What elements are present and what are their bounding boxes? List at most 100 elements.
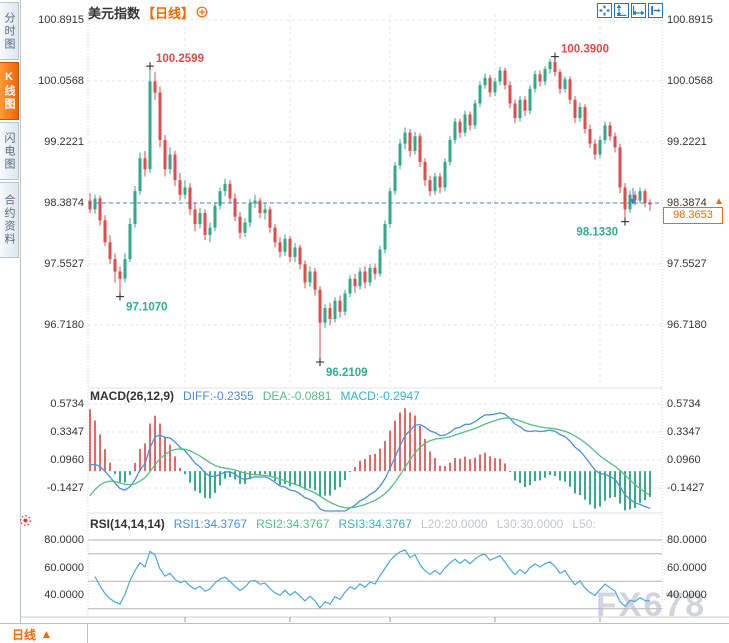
candle xyxy=(463,114,467,133)
candle xyxy=(483,77,487,86)
price-annotation: 100.2599 xyxy=(156,53,204,65)
y-axis-label: 40.0000 xyxy=(44,589,84,601)
candle xyxy=(113,259,117,272)
candle xyxy=(388,191,392,225)
extreme-marker-icon xyxy=(621,217,629,226)
period-selector-label: 日线 xyxy=(12,627,37,642)
rsi2-value: RSI2:34.3767 xyxy=(256,517,330,531)
y-axis-label: 60.0000 xyxy=(667,562,707,574)
y-axis-label: 97.5527 xyxy=(44,258,84,270)
price-down-arrow-icon xyxy=(630,199,636,205)
candle xyxy=(383,224,387,250)
indicator-settings-icon[interactable] xyxy=(19,514,32,532)
scale-x-axis-icon[interactable] xyxy=(631,3,646,18)
candle xyxy=(263,209,267,214)
candle xyxy=(363,271,367,283)
sidebar-tab-1[interactable]: K线图 xyxy=(0,62,19,120)
y-axis-label: 80.0000 xyxy=(667,534,707,546)
candle xyxy=(108,242,112,260)
candle xyxy=(513,103,517,119)
sidebar-tab-2[interactable]: 闪电图 xyxy=(0,122,19,180)
rsi1-value: RSI1:34.3767 xyxy=(173,517,248,531)
candle xyxy=(523,99,527,111)
candle xyxy=(178,180,182,195)
prev-close-line xyxy=(88,188,662,205)
scale-y-axis-icon[interactable] xyxy=(614,3,629,18)
candle xyxy=(408,132,412,151)
candle xyxy=(438,176,442,188)
candle xyxy=(288,238,292,257)
page-title: 美元指数 xyxy=(88,5,141,21)
candle xyxy=(278,242,282,252)
candle xyxy=(648,202,652,205)
price-annotation: 96.2109 xyxy=(326,367,368,379)
candle xyxy=(603,125,607,140)
candle xyxy=(193,209,197,225)
candle xyxy=(348,278,352,294)
candle xyxy=(403,132,407,144)
candle xyxy=(528,88,532,111)
candle xyxy=(568,79,572,100)
candle xyxy=(298,247,302,265)
period-selector-arrow: ▲ xyxy=(40,627,53,641)
candle xyxy=(148,81,152,170)
candle xyxy=(413,136,417,151)
move-icon[interactable] xyxy=(597,3,612,18)
candle xyxy=(453,121,457,140)
y-axis-label: 100.8915 xyxy=(38,14,84,26)
candle xyxy=(618,147,622,188)
candle xyxy=(248,203,252,223)
candle xyxy=(273,227,277,243)
candle xyxy=(258,200,262,214)
candle xyxy=(443,161,447,188)
candle xyxy=(118,271,122,279)
add-indicator-icon[interactable] xyxy=(196,6,208,18)
y-axis-label: 96.7180 xyxy=(667,319,707,331)
title-bar: 美元指数 【日线】 xyxy=(88,4,208,21)
sidebar-tab-0[interactable]: 分时图 xyxy=(0,2,19,60)
candle xyxy=(548,61,552,70)
gridlines xyxy=(88,14,662,489)
y-axis-label: -0.1427 xyxy=(667,482,705,494)
candle xyxy=(613,136,617,148)
candle xyxy=(293,247,297,257)
candle xyxy=(353,278,357,287)
y-axis-label: 0.5734 xyxy=(667,398,701,410)
candle xyxy=(98,198,102,221)
macd-header: MACD(26,12,9) DIFF:-0.2355 DEA:-0.0881 M… xyxy=(90,389,420,403)
chart-toolbar xyxy=(597,3,663,18)
candle xyxy=(478,85,482,104)
price-annotations: 100.2599 100.3900 97.1070 96.2109 98.1330 xyxy=(116,44,629,379)
candle xyxy=(158,92,162,140)
candle xyxy=(208,227,212,235)
sidebar: 分时图 K线图闪电图合约资料 xyxy=(0,0,21,643)
candle xyxy=(343,293,347,312)
candle xyxy=(503,70,507,86)
y-axis-label: 40.0000 xyxy=(667,589,707,601)
candle xyxy=(543,69,547,82)
y-axis-label: 99.2221 xyxy=(667,136,707,148)
candle xyxy=(213,205,217,228)
candle xyxy=(398,143,402,166)
y-axis-label: 0.0960 xyxy=(667,454,701,466)
period-selector[interactable]: 日线 ▲ xyxy=(0,624,88,643)
y-axis-label: -0.1427 xyxy=(46,482,84,494)
candle xyxy=(593,143,597,155)
candle xyxy=(508,85,512,104)
macd-diff-value: DIFF:-0.2355 xyxy=(183,389,254,403)
candle xyxy=(468,114,472,126)
candle xyxy=(418,136,422,162)
candle xyxy=(313,271,317,290)
candle xyxy=(633,194,637,201)
candle xyxy=(283,238,287,252)
y-axis-label: 80.0000 xyxy=(44,534,84,546)
sidebar-tab-3[interactable]: 合约资料 xyxy=(0,182,19,258)
candle xyxy=(93,198,97,210)
candle xyxy=(433,176,437,192)
go-to-latest-icon[interactable] xyxy=(648,3,663,18)
candle xyxy=(238,216,242,233)
price-up-arrow: ▲ xyxy=(714,196,724,207)
y-axis-label: 0.5734 xyxy=(50,398,84,410)
